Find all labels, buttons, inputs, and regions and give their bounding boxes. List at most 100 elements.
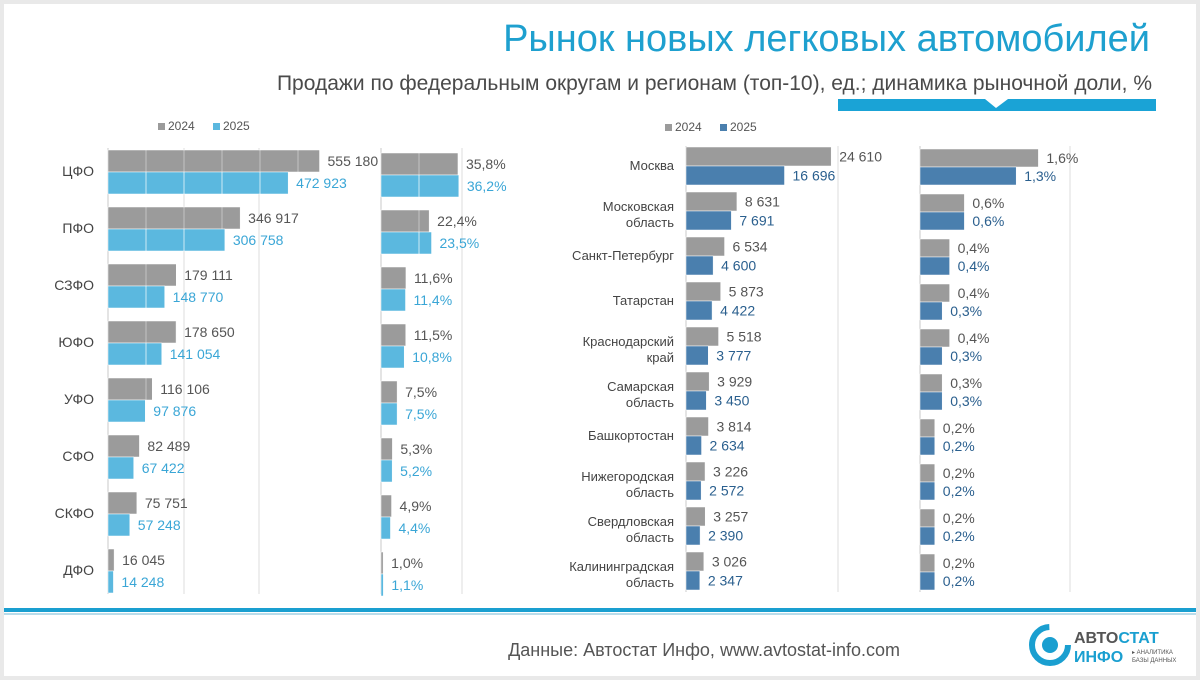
bar-2024 bbox=[685, 506, 706, 527]
bar-2025 bbox=[380, 174, 460, 198]
bar-2024 bbox=[380, 323, 406, 347]
regions-share-chart: 1,6% 1,3% 0,6% 0,6% 0,4% 0,4% 0,4% 0,3% 0,4% 0,3%… bbox=[919, 146, 1078, 592]
bar-2025 bbox=[919, 481, 936, 501]
data-label-2024: 5,3% bbox=[400, 441, 432, 457]
subtitle-underline-notch bbox=[985, 99, 1008, 108]
data-label-2025: 14 248 bbox=[121, 574, 164, 590]
data-label-2025: 4 422 bbox=[720, 303, 755, 319]
bar-2024 bbox=[919, 418, 936, 438]
data-label-2024: 0,4% bbox=[958, 285, 990, 301]
logo-stat: СТАТ bbox=[1118, 630, 1159, 647]
bar-2025 bbox=[107, 228, 226, 252]
bar-2025 bbox=[919, 391, 943, 411]
category-label: СЗФО bbox=[54, 277, 94, 293]
category-label: Калининградская bbox=[569, 559, 674, 574]
category-label: ЦФО bbox=[62, 163, 94, 179]
category-label: Нижегородская bbox=[581, 469, 674, 484]
bar-2024 bbox=[380, 266, 407, 290]
category-label: область bbox=[626, 485, 674, 500]
category-label: ДФО bbox=[63, 562, 94, 578]
logo-ring bbox=[1029, 624, 1071, 666]
legend-swatch-2025 bbox=[720, 124, 727, 131]
bar-2025 bbox=[107, 171, 289, 195]
legend-swatch-2024 bbox=[665, 124, 672, 131]
category-label: СФО bbox=[62, 448, 94, 464]
category-label: Краснодарский bbox=[583, 334, 674, 349]
data-label-2024: 82 489 bbox=[147, 438, 190, 454]
bar-2024 bbox=[919, 508, 936, 528]
bar-2025 bbox=[685, 480, 702, 501]
bar-2025 bbox=[685, 255, 714, 276]
bar-2024 bbox=[685, 236, 725, 257]
bar-2024 bbox=[107, 320, 177, 344]
category-label: Самарская bbox=[607, 379, 674, 394]
category-label: Москва bbox=[630, 158, 675, 173]
logo-tagline-2: БАЗЫ ДАННЫХ bbox=[1132, 658, 1176, 664]
data-label-2025: 3 777 bbox=[716, 348, 751, 364]
bar-2024 bbox=[380, 209, 430, 233]
category-label: область bbox=[626, 530, 674, 545]
data-label-2024: 3 929 bbox=[717, 374, 752, 390]
data-label-2025: 4 600 bbox=[721, 258, 756, 274]
data-label-2024: 116 106 bbox=[160, 381, 210, 397]
bar-2024 bbox=[685, 551, 705, 572]
category-label: Московская bbox=[603, 199, 674, 214]
bar-2024 bbox=[380, 380, 398, 404]
bar-2025 bbox=[919, 526, 936, 546]
footer-accent-bar bbox=[4, 608, 1196, 612]
footer-source: Данные: Автостат Инфо, www.avtostat-info… bbox=[508, 640, 900, 660]
logo-text-info: ИНФО bbox=[1074, 649, 1123, 666]
data-label-2024: 7,5% bbox=[405, 384, 437, 400]
data-label-2024: 0,4% bbox=[958, 240, 990, 256]
data-label-2025: 0,2% bbox=[943, 483, 975, 499]
bar-2025 bbox=[685, 210, 732, 231]
bar-2024 bbox=[107, 149, 320, 173]
slide-title: Рынок новых легковых автомобилей bbox=[503, 18, 1150, 60]
bar-2025 bbox=[380, 459, 393, 483]
bar-2025 bbox=[685, 300, 713, 321]
logo-core bbox=[1042, 637, 1058, 653]
bar-2025 bbox=[685, 570, 701, 591]
data-label-2025: 7 691 bbox=[739, 213, 774, 229]
bar-2024 bbox=[380, 551, 384, 575]
logo-text-avto: АВТОСТАТ bbox=[1074, 630, 1159, 647]
bar-2024 bbox=[919, 373, 943, 393]
data-label-2025: 57 248 bbox=[138, 517, 181, 533]
bar-2024 bbox=[107, 491, 138, 515]
bar-2025 bbox=[107, 342, 162, 366]
districts-sales-chart: 2024 2025 555 180 472 923 ЦФО 346 917 306 758 П… bbox=[54, 119, 378, 594]
bar-2024 bbox=[685, 371, 710, 392]
slide-background bbox=[4, 4, 1196, 676]
footer-accent-line bbox=[4, 613, 1196, 615]
logo-avto: АВТО bbox=[1074, 630, 1118, 647]
category-label: Санкт-Петербург bbox=[572, 248, 674, 263]
bar-2025 bbox=[107, 456, 134, 480]
data-label-2024: 3 226 bbox=[713, 464, 748, 480]
data-label-2024: 5 873 bbox=[729, 284, 764, 300]
bar-2025 bbox=[380, 573, 384, 597]
data-label-2024: 6 534 bbox=[733, 239, 768, 255]
bar-2025 bbox=[919, 436, 936, 456]
data-label-2024: 555 180 bbox=[328, 153, 379, 169]
data-label-2024: 0,2% bbox=[943, 555, 975, 571]
data-label-2025: 0,4% bbox=[958, 258, 990, 274]
logo-tagline-1: ▸ АНАЛИТИКА bbox=[1132, 650, 1173, 656]
data-label-2025: 7,5% bbox=[405, 406, 437, 422]
data-label-2025: 2 572 bbox=[709, 483, 744, 499]
slide-subtitle: Продажи по федеральным округам и региона… bbox=[277, 72, 1152, 95]
bar-2024 bbox=[685, 416, 709, 437]
autostat-logo: АВТОСТАТ ИНФО ▸ АНАЛИТИКА БАЗЫ ДАННЫХ bbox=[1029, 624, 1176, 666]
data-label-2024: 346 917 bbox=[248, 210, 299, 226]
legend-label-2025: 2025 bbox=[730, 120, 757, 134]
data-label-2024: 1,0% bbox=[391, 555, 423, 571]
bar-2025 bbox=[919, 346, 943, 366]
category-label: Татарстан bbox=[613, 293, 674, 308]
data-label-2025: 2 390 bbox=[708, 528, 743, 544]
bar-2024 bbox=[685, 326, 719, 347]
bar-2024 bbox=[919, 148, 1039, 168]
bar-2024 bbox=[685, 461, 706, 482]
category-label: область bbox=[626, 575, 674, 590]
data-label-2025: 97 876 bbox=[153, 403, 196, 419]
data-label-2024: 24 610 bbox=[839, 149, 882, 165]
data-label-2025: 472 923 bbox=[296, 175, 347, 191]
